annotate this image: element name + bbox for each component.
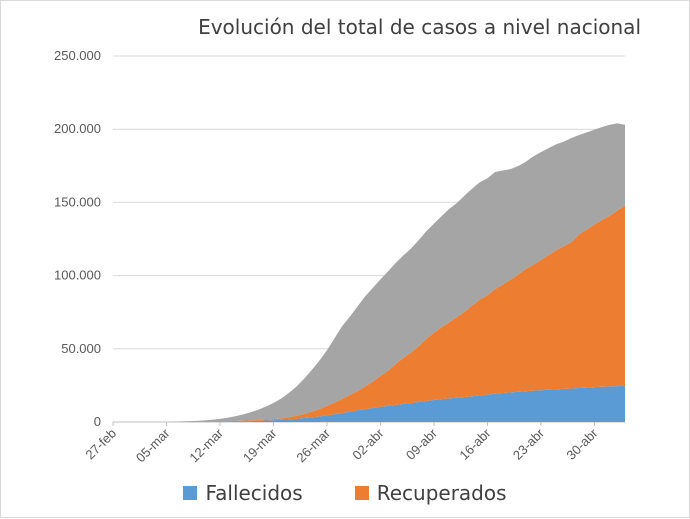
x-tick-label: 16-abr bbox=[456, 425, 494, 463]
y-tick-label: 250.000 bbox=[54, 48, 101, 63]
x-tick-label: 27-feb bbox=[82, 426, 119, 463]
area-recuperados bbox=[113, 205, 625, 422]
chart-title: Evolución del total de casos a nivel nac… bbox=[198, 15, 641, 39]
x-tick-label: 19-mar bbox=[240, 425, 280, 465]
y-tick-label: 50.000 bbox=[61, 341, 101, 356]
x-tick-label: 09-abr bbox=[403, 425, 441, 463]
x-tick-label: 26-mar bbox=[293, 425, 333, 465]
legend-label-recuperados: Recuperados bbox=[376, 481, 507, 505]
y-tick-label: 0 bbox=[94, 414, 101, 429]
y-tick-label: 200.000 bbox=[54, 121, 101, 136]
x-axis-ticks: 27-feb 05-mar 12-mar 19-mar 26-mar 02-abr 09-a… bbox=[82, 422, 601, 465]
legend: Fallecidos Recuperados bbox=[1, 481, 689, 505]
legend-label-fallecidos: Fallecidos bbox=[205, 481, 303, 505]
legend-swatch-fallecidos bbox=[183, 486, 198, 500]
y-axis-ticks: 0 50.000 100.000 150.000 200.000 250.000 bbox=[54, 48, 101, 429]
area-fallecidos bbox=[113, 385, 625, 422]
area-resto bbox=[113, 123, 625, 422]
y-tick-label: 100.000 bbox=[54, 268, 101, 283]
x-tick-label: 23-abr bbox=[510, 425, 548, 463]
x-tick-label: 12-mar bbox=[186, 425, 226, 465]
x-tick-label: 05-mar bbox=[133, 425, 173, 465]
legend-item-fallecidos: Fallecidos bbox=[183, 481, 303, 505]
x-tick-label: 02-abr bbox=[349, 425, 387, 463]
y-tick-label: 150.000 bbox=[54, 194, 101, 209]
legend-swatch-recuperados bbox=[354, 486, 369, 500]
series-areas bbox=[113, 123, 625, 422]
x-tick-label: 30-abr bbox=[563, 425, 601, 463]
legend-item-recuperados: Recuperados bbox=[354, 481, 507, 505]
